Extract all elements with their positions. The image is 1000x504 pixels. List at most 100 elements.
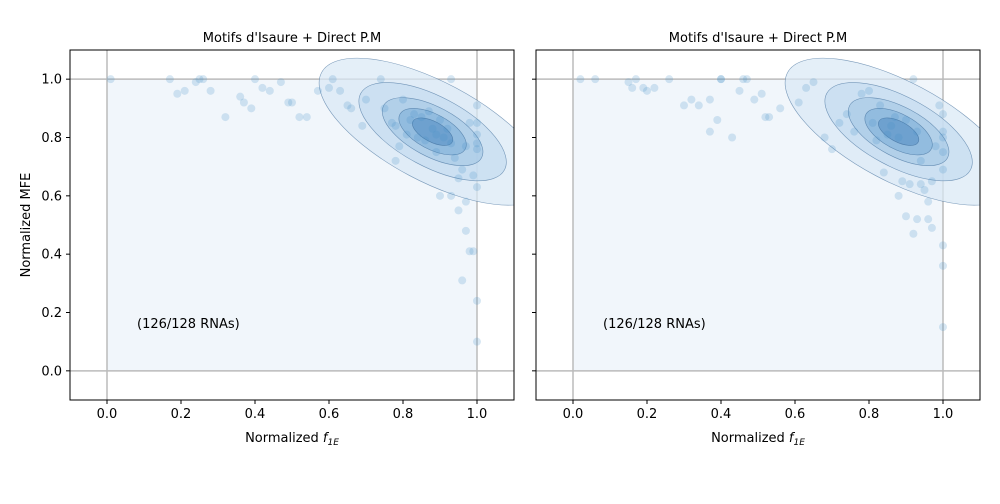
x-tick-label: 0.2	[171, 407, 192, 422]
data-point	[461, 197, 470, 206]
data-point	[469, 247, 478, 256]
data-point	[180, 86, 189, 95]
data-point	[894, 191, 903, 200]
data-point	[395, 142, 404, 151]
data-point	[898, 177, 907, 186]
data-point	[939, 148, 947, 157]
data-point	[284, 98, 293, 107]
x-tick-label: 0.8	[393, 407, 414, 422]
plot-area	[70, 50, 514, 400]
y-tick-label: 0.4	[41, 248, 62, 263]
rna-count-annotation: (126/128 RNAs)	[137, 317, 240, 332]
data-point	[191, 78, 200, 87]
data-point	[835, 118, 844, 127]
data-point	[473, 118, 481, 127]
data-point	[913, 127, 922, 136]
data-point	[469, 171, 478, 180]
data-point	[876, 101, 885, 110]
data-point	[939, 110, 947, 119]
data-point	[428, 124, 437, 133]
data-point	[639, 83, 648, 92]
data-point	[809, 78, 818, 87]
data-point	[924, 215, 933, 224]
data-point	[665, 75, 674, 84]
y-tick-label: 1.0	[41, 73, 62, 88]
data-point	[247, 104, 256, 113]
data-point	[802, 83, 811, 92]
data-point	[421, 136, 430, 145]
data-point	[916, 156, 925, 165]
data-point	[765, 113, 774, 122]
x-tick-label: 0.8	[859, 407, 880, 422]
data-point	[939, 133, 947, 142]
data-point	[406, 116, 415, 124]
data-point	[432, 130, 441, 139]
x-axis-label-main: Normalized	[711, 431, 789, 446]
density-contour-5	[878, 117, 920, 146]
data-point	[336, 86, 345, 95]
data-point	[913, 215, 922, 224]
data-point	[750, 95, 759, 104]
data-point	[313, 86, 322, 95]
data-point	[239, 98, 248, 107]
data-point	[643, 86, 651, 95]
data-point	[887, 121, 896, 130]
data-point	[106, 75, 115, 84]
data-point	[458, 276, 467, 285]
data-point	[173, 89, 182, 98]
data-point	[473, 101, 481, 110]
data-point	[195, 75, 204, 84]
x-tick-label: 1.0	[467, 407, 488, 422]
y-tick-label: 0.8	[41, 131, 62, 146]
data-point	[258, 83, 267, 92]
data-point	[742, 75, 751, 84]
data-point	[473, 183, 481, 192]
data-point	[713, 116, 722, 124]
data-point	[402, 130, 411, 139]
data-point	[454, 174, 463, 183]
data-point	[680, 101, 688, 110]
data-point	[776, 104, 785, 113]
data-point	[165, 75, 174, 84]
data-point	[879, 168, 888, 177]
x-axis-label-main: Normalized	[245, 431, 323, 446]
data-point	[820, 133, 829, 142]
data-point	[717, 75, 725, 84]
data-point	[447, 139, 456, 148]
x-axis-label-subscript: 1E	[328, 438, 340, 448]
data-point	[343, 101, 352, 110]
x-tick-label: 0.0	[563, 407, 584, 422]
data-point	[939, 261, 947, 270]
rna-count-annotation: (126/128 RNAs)	[603, 317, 706, 332]
data-point	[705, 127, 714, 136]
data-point	[265, 86, 274, 95]
data-point	[828, 145, 836, 154]
data-point	[890, 113, 899, 122]
data-point	[905, 180, 914, 189]
data-point	[302, 113, 311, 122]
data-point	[909, 75, 918, 84]
data-point	[894, 133, 903, 142]
x-tick-label: 1.0	[933, 407, 954, 422]
data-point	[199, 75, 208, 84]
data-point	[439, 133, 448, 142]
data-point	[739, 75, 748, 84]
data-point	[694, 101, 703, 110]
data-point	[454, 206, 463, 215]
data-point	[931, 142, 940, 151]
y-tick-label: 0.6	[41, 189, 62, 204]
data-point	[387, 118, 396, 127]
data-point	[295, 113, 304, 122]
data-point	[916, 180, 925, 189]
data-point	[461, 226, 470, 235]
data-point	[735, 86, 744, 95]
axis-ticks: 0.0 0.2 0.4 0.6 0.8 1.0	[532, 78, 954, 422]
data-point	[391, 156, 400, 165]
data-point	[920, 186, 929, 194]
data-point	[794, 98, 803, 107]
data-point	[221, 113, 230, 122]
subplot-title: Motifs d'Isaure + Direct P.M	[203, 31, 381, 46]
y-axis-label: Normalized MFE	[19, 173, 34, 278]
data-point	[927, 177, 936, 186]
